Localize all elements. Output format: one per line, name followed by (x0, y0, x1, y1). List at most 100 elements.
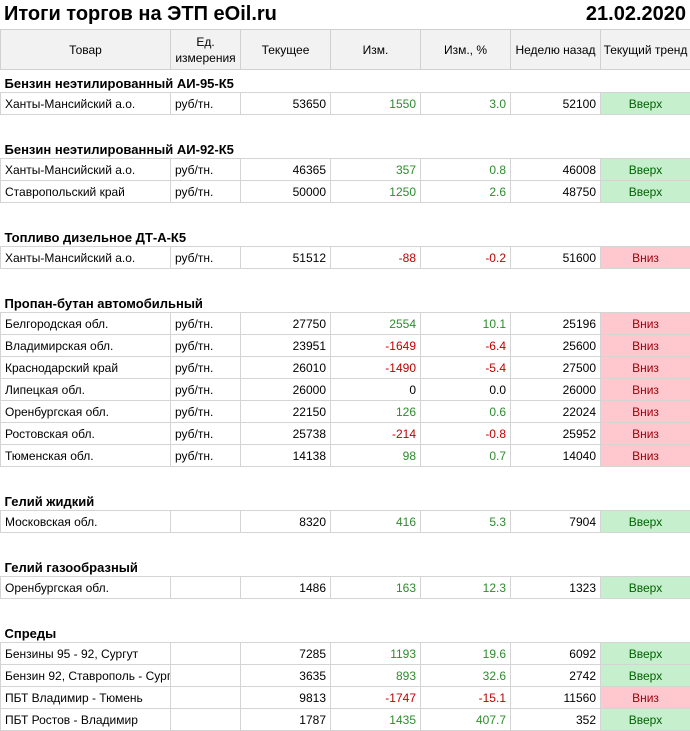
cell-change-pct: 0.7 (421, 445, 511, 467)
section-heading-row: Пропан-бутан автомобильный (1, 290, 690, 313)
cell-change: -88 (331, 247, 421, 269)
cell-current: 27750 (241, 313, 331, 335)
cell-week-ago: 48750 (511, 181, 601, 203)
section-heading-row: Гелий жидкий (1, 488, 690, 511)
cell-region: Ханты-Мансийский а.о. (1, 247, 171, 269)
cell-change-pct: 0.8 (421, 159, 511, 181)
cell-unit: руб/тн. (171, 401, 241, 423)
cell-change-pct: -15.1 (421, 687, 511, 709)
cell-current: 14138 (241, 445, 331, 467)
cell-current: 23951 (241, 335, 331, 357)
cell-change: 98 (331, 445, 421, 467)
cell-week-ago: 2742 (511, 665, 601, 687)
cell-change: -1649 (331, 335, 421, 357)
cell-trend: Вниз (601, 423, 690, 445)
cell-change: -1490 (331, 357, 421, 379)
cell-change-pct: 407.7 (421, 709, 511, 731)
cell-region: Ханты-Мансийский а.о. (1, 93, 171, 115)
section-heading-row: Бензин неэтилированный АИ-92-К5 (1, 136, 690, 159)
cell-week-ago: 27500 (511, 357, 601, 379)
header-change: Изм. (331, 30, 421, 70)
section-heading: Бензин неэтилированный АИ-95-К5 (1, 70, 690, 93)
cell-week-ago: 14040 (511, 445, 601, 467)
cell-change-pct: 10.1 (421, 313, 511, 335)
cell-trend: Вниз (601, 313, 690, 335)
header-product: Товар (1, 30, 171, 70)
cell-unit: руб/тн. (171, 379, 241, 401)
cell-region: Липецкая обл. (1, 379, 171, 401)
cell-region: Московская обл. (1, 511, 171, 533)
spacer-cell (1, 269, 690, 291)
cell-unit (171, 643, 241, 665)
header-current: Текущее (241, 30, 331, 70)
cell-current: 26000 (241, 379, 331, 401)
cell-change: -1747 (331, 687, 421, 709)
cell-change-pct: 12.3 (421, 577, 511, 599)
cell-unit (171, 665, 241, 687)
cell-unit (171, 511, 241, 533)
section-heading-row: Гелий газообразный (1, 554, 690, 577)
cell-week-ago: 22024 (511, 401, 601, 423)
section-spacer (1, 269, 690, 291)
cell-week-ago: 352 (511, 709, 601, 731)
cell-trend: Вниз (601, 247, 690, 269)
cell-unit: руб/тн. (171, 247, 241, 269)
cell-week-ago: 51600 (511, 247, 601, 269)
cell-trend: Вниз (601, 401, 690, 423)
cell-change: 357 (331, 159, 421, 181)
cell-region: Белгородская обл. (1, 313, 171, 335)
spacer-cell (1, 467, 690, 489)
cell-week-ago: 25196 (511, 313, 601, 335)
cell-trend: Вверх (601, 665, 690, 687)
cell-change: 2554 (331, 313, 421, 335)
cell-change: 1435 (331, 709, 421, 731)
cell-trend: Вверх (601, 511, 690, 533)
section-heading-row: Бензин неэтилированный АИ-95-К5 (1, 70, 690, 93)
cell-trend: Вверх (601, 577, 690, 599)
cell-week-ago: 52100 (511, 93, 601, 115)
cell-unit (171, 687, 241, 709)
cell-current: 22150 (241, 401, 331, 423)
cell-trend: Вверх (601, 159, 690, 181)
cell-trend: Вниз (601, 687, 690, 709)
cell-trend: Вверх (601, 709, 690, 731)
cell-change-pct: 0.0 (421, 379, 511, 401)
spacer-cell (1, 599, 690, 621)
cell-region: Бензин 92, Ставрополь - Сургут (1, 665, 171, 687)
cell-week-ago: 6092 (511, 643, 601, 665)
section-spacer (1, 533, 690, 555)
cell-change: 126 (331, 401, 421, 423)
cell-trend: Вниз (601, 379, 690, 401)
cell-current: 46365 (241, 159, 331, 181)
cell-region: Тюменская обл. (1, 445, 171, 467)
report-date: 21.02.2020 (586, 3, 686, 26)
cell-change-pct: -5.4 (421, 357, 511, 379)
cell-region: Ханты-Мансийский а.о. (1, 159, 171, 181)
cell-trend: Вверх (601, 643, 690, 665)
cell-region: Оренбургская обл. (1, 401, 171, 423)
cell-current: 3635 (241, 665, 331, 687)
cell-change: 416 (331, 511, 421, 533)
cell-week-ago: 25952 (511, 423, 601, 445)
cell-region: Ставропольский край (1, 181, 171, 203)
cell-unit: руб/тн. (171, 335, 241, 357)
cell-current: 9813 (241, 687, 331, 709)
cell-trend: Вверх (601, 93, 690, 115)
table-row: Ханты-Мансийский а.о.руб/тн.51512-88-0.2… (1, 247, 690, 269)
cell-week-ago: 26000 (511, 379, 601, 401)
spacer-cell (1, 533, 690, 555)
spacer-cell (1, 115, 690, 137)
cell-change-pct: 3.0 (421, 93, 511, 115)
cell-current: 50000 (241, 181, 331, 203)
cell-region: Краснодарский край (1, 357, 171, 379)
